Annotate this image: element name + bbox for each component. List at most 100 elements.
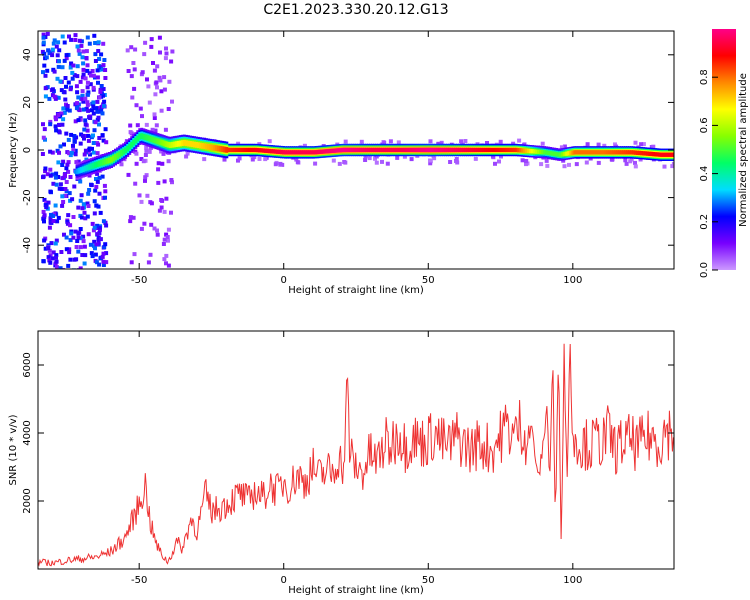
heatmap-cell <box>103 68 108 72</box>
heatmap-cell <box>57 48 62 53</box>
heatmap-cell <box>83 122 88 127</box>
heatmap-cell <box>454 157 459 161</box>
heatmap-cell <box>95 171 100 176</box>
heatmap-cell <box>491 154 495 159</box>
heatmap-cell <box>203 143 207 150</box>
heatmap-cell <box>344 147 348 153</box>
heatmap-cell <box>288 150 292 155</box>
heatmap-cell <box>43 246 48 251</box>
heatmap-cell <box>455 160 460 165</box>
heatmap-cell <box>85 201 90 206</box>
heatmap-cell <box>87 41 92 46</box>
heatmap-cell <box>160 161 165 166</box>
heatmap-cell <box>209 144 213 151</box>
heatmap-cell <box>164 261 168 266</box>
heatmap-cell <box>156 161 161 166</box>
heatmap-cell <box>380 159 384 164</box>
heatmap-cell <box>67 34 71 39</box>
heatmap-cell <box>97 175 102 180</box>
heatmap-cell <box>68 223 73 228</box>
heatmap-cell <box>221 146 225 153</box>
heatmap-cell <box>77 38 82 43</box>
heatmap-cell <box>132 139 136 146</box>
snr-series-line <box>38 343 674 567</box>
heatmap-cell <box>56 215 61 220</box>
heatmap-cell <box>71 148 76 153</box>
heatmap-cell <box>42 51 47 56</box>
heatmap-cell <box>613 150 617 155</box>
heatmap-cell <box>90 69 95 73</box>
heatmap-cell <box>332 148 336 153</box>
heatmap-cell <box>641 142 646 147</box>
heatmap-cell <box>102 183 107 188</box>
heatmap-cell <box>147 100 152 105</box>
heatmap-cell <box>42 197 47 202</box>
heatmap-cell <box>96 235 101 240</box>
colorbar-gradient <box>712 29 736 270</box>
heatmap-cell <box>47 258 52 263</box>
heatmap-cell <box>86 150 91 155</box>
heatmap-cell <box>85 85 90 90</box>
heatmap-cell <box>49 241 54 246</box>
heatmap-cell <box>99 84 104 88</box>
heatmap-cell <box>53 96 58 101</box>
heatmap-cell <box>70 70 75 75</box>
heatmap-cell <box>506 147 510 153</box>
heatmap-cell <box>235 147 239 153</box>
heatmap-cell <box>87 164 91 170</box>
heatmap-cell <box>162 237 167 242</box>
heatmap-cell <box>499 154 503 159</box>
heatmap-cell <box>57 130 62 135</box>
heatmap-cell <box>96 115 101 120</box>
heatmap-cell <box>199 142 202 149</box>
heatmap-cell <box>207 144 211 150</box>
heatmap-cell <box>42 127 47 132</box>
heatmap-cell <box>82 152 87 157</box>
heatmap-cell <box>81 166 85 173</box>
heatmap-cell <box>428 161 433 166</box>
heatmap-cell <box>101 159 105 166</box>
heatmap-cell <box>338 148 342 153</box>
heatmap-cell <box>402 154 407 159</box>
heatmap-cell <box>253 147 257 153</box>
heatmap-cell <box>94 177 98 181</box>
heatmap-cell <box>42 213 47 218</box>
heatmap-cell <box>159 149 164 154</box>
heatmap-cell <box>91 150 96 155</box>
heatmap-cell <box>146 260 151 265</box>
heatmap-cell <box>306 150 310 155</box>
heatmap-cell <box>46 48 51 53</box>
heatmap-cell <box>93 188 98 193</box>
heatmap-cell <box>539 162 544 167</box>
heatmap-cell <box>78 79 83 84</box>
heatmap-cell <box>156 180 161 185</box>
heatmap-cell <box>75 101 80 106</box>
heatmap-cell <box>286 150 289 155</box>
heatmap-cell <box>101 259 106 264</box>
heatmap-cell <box>389 147 393 153</box>
heatmap-cell <box>585 142 590 147</box>
heatmap-cell <box>520 148 524 153</box>
heatmap-cell <box>85 100 90 105</box>
heatmap-cell <box>524 159 529 163</box>
heatmap-cell <box>145 77 149 82</box>
heatmap-cell <box>95 161 99 168</box>
heatmap-cell <box>656 152 660 157</box>
heatmap-cell <box>86 204 91 208</box>
heatmap-cell <box>54 182 59 187</box>
heatmap-cell <box>128 143 132 150</box>
heatmap-cell <box>237 147 241 153</box>
heatmap-cell <box>443 147 447 153</box>
heatmap-cells <box>40 31 674 269</box>
heatmap-cell <box>633 140 638 145</box>
heatmap-cell <box>298 150 302 155</box>
heatmap-cell <box>134 161 139 166</box>
heatmap-cell <box>522 148 526 153</box>
heatmap-cell <box>143 178 147 183</box>
heatmap-cell <box>45 172 50 177</box>
heatmap-cell <box>72 139 77 144</box>
heatmap-cell <box>170 141 174 148</box>
heatmap-cell <box>91 73 96 78</box>
heatmap-cell <box>585 150 589 155</box>
